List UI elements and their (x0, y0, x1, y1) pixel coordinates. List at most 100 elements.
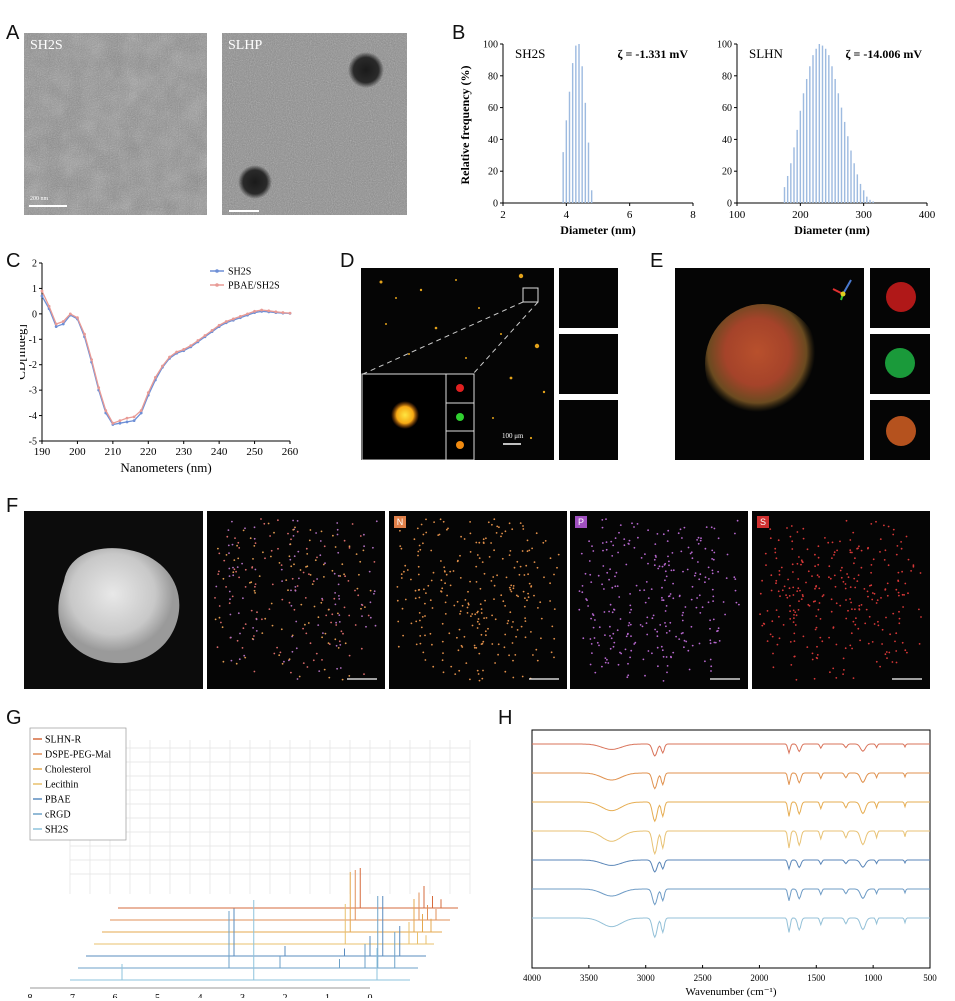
eds-dot (227, 544, 230, 547)
eds-dot (593, 637, 596, 639)
eds-dot (875, 520, 877, 523)
eds-dot (269, 535, 271, 537)
eds-dot (239, 632, 241, 635)
x-axis-label: Wavenumber (cm⁻¹) (686, 986, 777, 998)
eds-dot (811, 575, 813, 577)
eds-dot (870, 523, 873, 525)
eds-dot (501, 532, 503, 535)
eds-dot (601, 583, 603, 586)
y-tick-label: 0 (493, 199, 498, 210)
eds-dot (801, 560, 804, 563)
eds-dot (415, 620, 418, 623)
eds-dot (343, 539, 346, 542)
eds-dot (456, 560, 459, 563)
eds-dot (797, 609, 800, 611)
eds-dot (292, 519, 294, 522)
eds-dot (343, 606, 346, 609)
eds-dot (254, 583, 257, 585)
eds-dot (602, 549, 604, 552)
eds-dot (290, 589, 292, 592)
histogram-bar (568, 91, 571, 203)
merge-channel-dot (456, 441, 464, 449)
y-tick-label: -4 (29, 411, 37, 422)
eds-dot (864, 622, 867, 625)
eds-dot (334, 638, 337, 641)
eds-dot (682, 632, 684, 634)
histogram-bar (790, 163, 792, 203)
eds-dot (665, 632, 668, 634)
eds-dot (791, 548, 794, 550)
eds-dot (339, 575, 342, 577)
eds-dot (299, 569, 302, 571)
eds-dot (273, 652, 276, 655)
eds-dot (895, 553, 898, 556)
eds-dot (337, 612, 339, 615)
eds-dot (507, 619, 510, 622)
eds-dot (775, 609, 778, 611)
eds-dot (763, 623, 766, 625)
x-tick-label: 200 (69, 446, 86, 458)
eds-dot (860, 566, 863, 569)
eds-dot (821, 595, 824, 598)
eds-dot (241, 562, 243, 565)
channel-red-thumb (870, 268, 930, 328)
eds-dot (627, 662, 629, 665)
eds-dot (707, 601, 710, 604)
eds-dot (772, 666, 775, 669)
eds-dot (907, 592, 909, 595)
eds-dot (578, 608, 581, 611)
eds-dot (397, 645, 400, 648)
histogram-bar (859, 183, 862, 203)
eds-dot (892, 612, 895, 615)
eds-dot (669, 593, 672, 595)
eds-dot (255, 630, 258, 632)
eds-dot (475, 565, 478, 568)
eds-dot (252, 558, 254, 560)
eds-dot (670, 656, 672, 659)
eds-dot (369, 589, 372, 592)
eds-dot (709, 619, 711, 622)
eds-dot (293, 563, 295, 566)
eds-dot (342, 632, 344, 635)
eds-dot (296, 520, 299, 522)
eds-dot (253, 526, 256, 529)
eds-dot (672, 569, 675, 572)
eds-dot (835, 677, 838, 679)
eds-dot (839, 540, 841, 543)
eds-dot (515, 594, 518, 597)
eds-dot (800, 563, 802, 566)
eds-dot (590, 643, 593, 645)
eds-dot (525, 564, 528, 567)
channel-green-thumb (870, 334, 930, 394)
eds-dot (613, 608, 615, 611)
eds-dot (417, 565, 420, 568)
eds-dot (465, 662, 468, 664)
eds-dot (819, 618, 822, 620)
eds-dot (236, 566, 239, 568)
eds-dot (847, 609, 849, 612)
eds-dot (481, 677, 484, 680)
eds-dot (498, 526, 500, 529)
eds-dot (454, 673, 457, 675)
eds-dot (790, 525, 793, 527)
eds-dot (856, 580, 859, 582)
eds-dot (215, 585, 218, 588)
eds-dot (623, 538, 626, 540)
eds-dot (511, 626, 513, 628)
eds-dot (876, 599, 879, 601)
eds-dot (650, 588, 653, 590)
histogram-bar (786, 175, 789, 203)
legend-marker (215, 283, 219, 287)
x-tick-label: 260 (282, 446, 299, 458)
eds-dot (214, 618, 217, 621)
eds-dot (821, 640, 824, 643)
eds-dot (302, 571, 305, 574)
chart-title: SLHN (749, 46, 784, 61)
x-tick-label: 1 (325, 993, 330, 998)
eds-dot (363, 533, 365, 536)
eds-dot (691, 557, 694, 560)
eds-dot (661, 586, 663, 589)
eds-dot (496, 574, 498, 577)
eds-dot (447, 527, 449, 530)
eds-dot (476, 669, 479, 672)
